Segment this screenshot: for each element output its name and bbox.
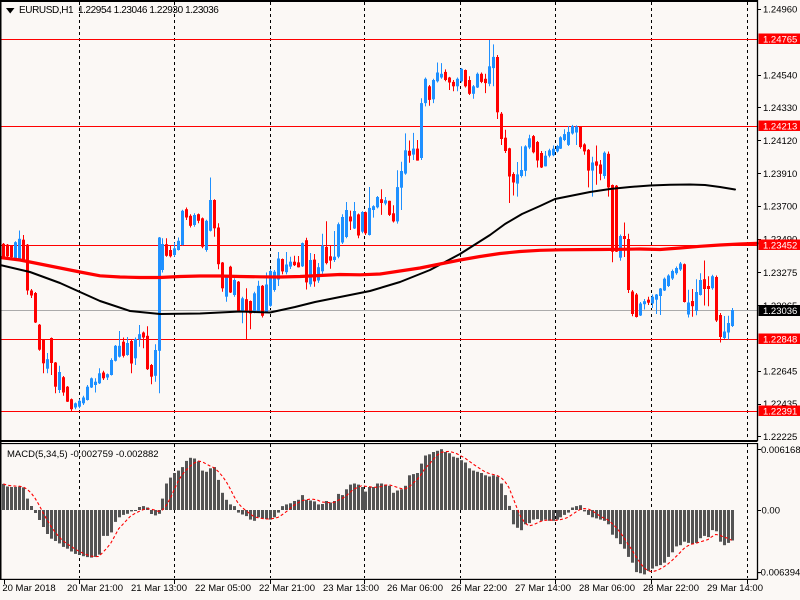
svg-text:29 Mar 14:00: 29 Mar 14:00 [707,583,763,594]
svg-text:26 Mar 22:00: 26 Mar 22:00 [451,583,507,594]
svg-text:1.22391: 1.22391 [763,406,797,417]
svg-text:-0.006394: -0.006394 [758,568,800,579]
svg-text:EURUSD,H1 1.22954 1.23046 1.2: EURUSD,H1 1.22954 1.23046 1.22930 1.2303… [19,5,219,16]
svg-text:27 Mar 14:00: 27 Mar 14:00 [515,583,571,594]
svg-text:1.24330: 1.24330 [763,103,797,114]
svg-text:28 Mar 06:00: 28 Mar 06:00 [579,583,635,594]
svg-text:MACD(5,34,5) -0.002759 -0.0028: MACD(5,34,5) -0.002759 -0.002882 [7,449,159,460]
svg-text:26 Mar 06:00: 26 Mar 06:00 [387,583,443,594]
svg-text:0.00: 0.00 [762,506,781,517]
svg-text:0.006168: 0.006168 [761,445,800,456]
svg-text:1.23275: 1.23275 [763,268,797,279]
svg-text:1.23910: 1.23910 [763,169,797,180]
svg-text:22 Mar 21:00: 22 Mar 21:00 [259,583,315,594]
svg-text:20 Mar 2018: 20 Mar 2018 [2,583,55,594]
svg-text:1.24540: 1.24540 [763,70,797,81]
svg-text:1.24765: 1.24765 [763,34,797,45]
svg-text:1.23452: 1.23452 [763,240,797,251]
svg-text:21 Mar 13:00: 21 Mar 13:00 [131,583,187,594]
svg-text:1.22645: 1.22645 [763,366,797,377]
svg-text:1.23700: 1.23700 [763,202,797,213]
svg-text:28 Mar 22:00: 28 Mar 22:00 [643,583,699,594]
svg-text:1.23036: 1.23036 [763,306,797,317]
svg-text:1.22435: 1.22435 [763,399,797,410]
svg-text:20 Mar 21:00: 20 Mar 21:00 [67,583,123,594]
svg-text:1.24960: 1.24960 [763,5,797,16]
svg-text:1.24120: 1.24120 [763,136,797,147]
svg-text:1.24213: 1.24213 [763,121,797,132]
svg-text:1.22848: 1.22848 [763,334,797,345]
svg-text:23 Mar 13:00: 23 Mar 13:00 [323,583,379,594]
svg-text:22 Mar 05:00: 22 Mar 05:00 [195,583,251,594]
svg-text:1.22225: 1.22225 [763,432,797,443]
